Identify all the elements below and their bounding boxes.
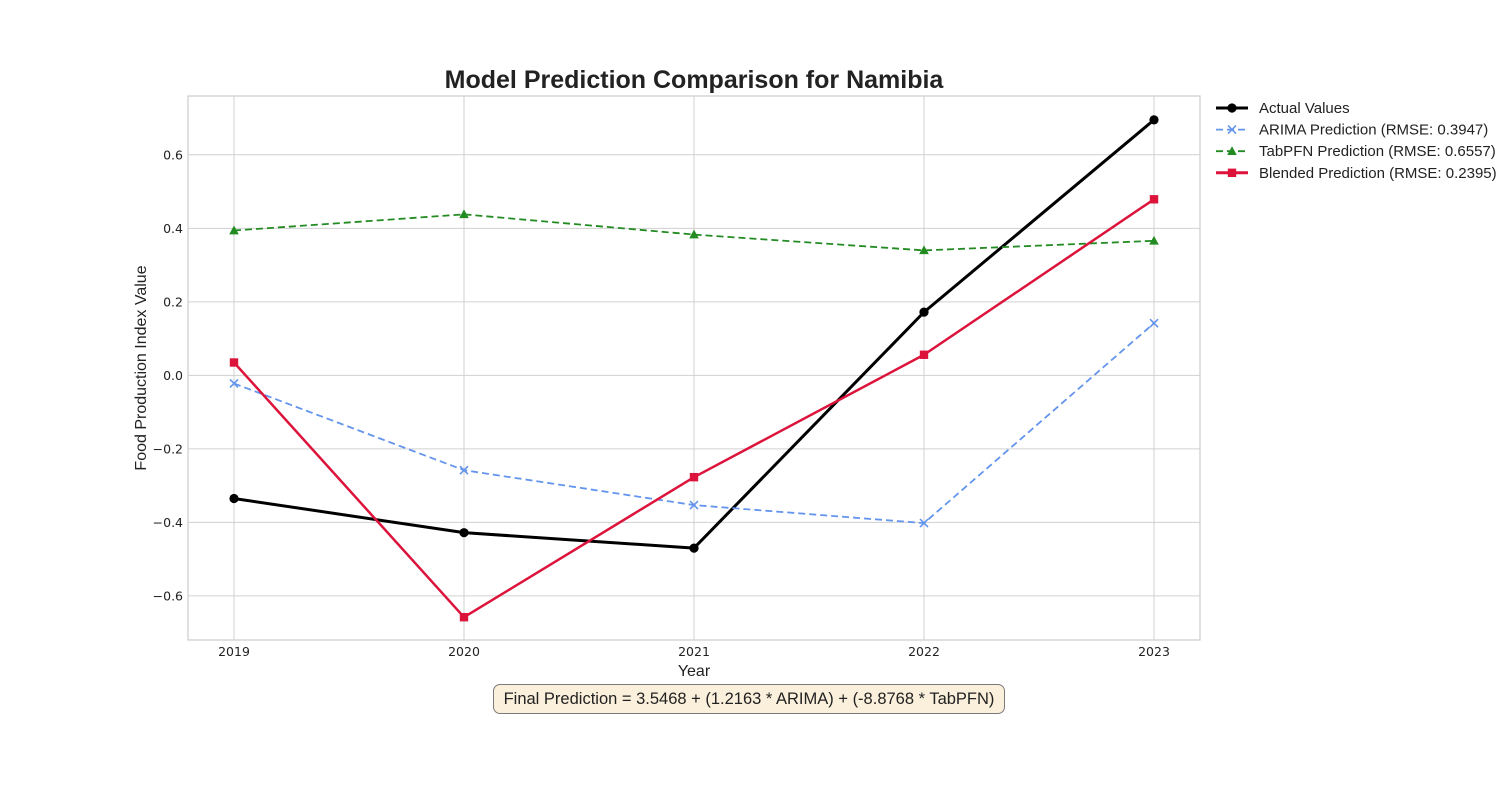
data-point <box>459 209 469 219</box>
data-point <box>229 225 239 235</box>
series-0 <box>229 115 1159 553</box>
data-point <box>689 543 699 553</box>
legend-marker <box>1227 103 1237 113</box>
legend-entry: Actual Values <box>1216 100 1350 117</box>
y-tick-label: −0.6 <box>153 588 183 603</box>
x-tick-label: 2023 <box>1138 644 1170 659</box>
series-1 <box>229 318 1159 528</box>
y-tick-label: −0.4 <box>153 515 183 530</box>
data-point <box>919 350 929 359</box>
series-2 <box>229 209 1159 255</box>
legend-entry: TabPFN Prediction (RMSE: 0.6557) <box>1216 143 1496 160</box>
legend-marker <box>1227 168 1237 177</box>
legend-marker <box>1227 125 1237 135</box>
x-tick-label: 2021 <box>678 644 710 659</box>
formula-annotation: Final Prediction = 3.5468 + (1.2163 * AR… <box>493 684 1005 714</box>
y-tick-label: 0.2 <box>163 294 183 309</box>
y-tick-label: 0.4 <box>163 221 183 236</box>
grid-lines <box>188 96 1200 640</box>
legend-entry: Blended Prediction (RMSE: 0.2395) <box>1216 165 1497 182</box>
data-point <box>919 307 929 317</box>
legend-label: Blended Prediction (RMSE: 0.2395) <box>1259 165 1497 182</box>
y-tick-labels: −0.6 −0.4 −0.2 0.0 0.2 0.4 0.6 <box>153 147 183 603</box>
legend: Actual Values ARIMA Prediction (RMSE: 0.3… <box>1216 100 1497 182</box>
legend-label: Actual Values <box>1259 100 1350 117</box>
x-tick-label: 2019 <box>218 644 250 659</box>
data-point <box>459 613 469 622</box>
data-point <box>919 518 929 528</box>
data-point <box>1149 115 1159 125</box>
data-point <box>459 528 469 538</box>
x-tick-labels: 2019 2020 2021 2022 2023 <box>218 644 1170 659</box>
data-point <box>229 358 239 367</box>
x-tick-label: 2022 <box>908 644 940 659</box>
legend-label: ARIMA Prediction (RMSE: 0.3947) <box>1259 122 1488 139</box>
legend-entry: ARIMA Prediction (RMSE: 0.3947) <box>1216 122 1488 139</box>
x-axis-label: Year <box>678 663 711 680</box>
data-point <box>229 378 239 389</box>
y-tick-label: −0.2 <box>153 441 183 456</box>
data-point <box>459 465 469 475</box>
data-point <box>689 500 699 510</box>
data-point <box>1149 195 1159 204</box>
x-tick-label: 2020 <box>448 644 480 659</box>
legend-label: TabPFN Prediction (RMSE: 0.6557) <box>1259 143 1496 160</box>
series-group <box>229 115 1159 622</box>
data-point <box>1149 318 1159 328</box>
data-point <box>1149 235 1159 245</box>
data-point <box>689 472 699 482</box>
legend-marker <box>1227 146 1237 155</box>
y-tick-label: 0.6 <box>163 147 183 162</box>
data-point <box>229 493 239 504</box>
chart-title: Model Prediction Comparison for Namibia <box>445 66 945 94</box>
series-3 <box>229 195 1159 622</box>
y-tick-label: 0.0 <box>163 368 183 383</box>
data-point <box>689 229 699 239</box>
data-point <box>919 245 929 255</box>
y-axis-label: Food Production Index Value <box>133 265 150 470</box>
